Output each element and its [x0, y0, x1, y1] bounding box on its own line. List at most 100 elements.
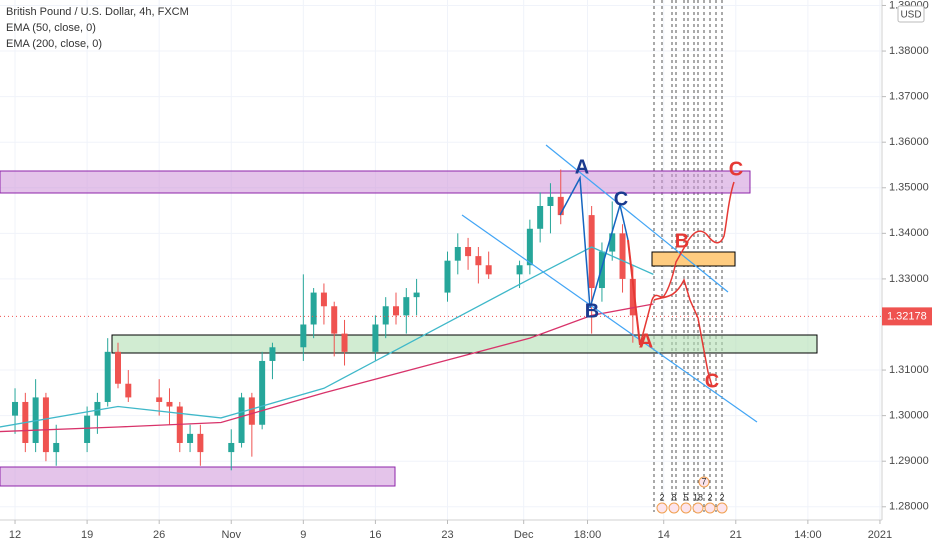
last-price-tag [882, 307, 932, 326]
x-tick-label: 14:00 [794, 529, 822, 541]
candle-body [300, 324, 307, 348]
wave-label: B [585, 300, 599, 322]
event-icon [698, 476, 710, 488]
candle-body [547, 196, 554, 206]
candle-body [629, 278, 636, 316]
candle-body [94, 401, 101, 416]
lower-zone [0, 466, 396, 487]
wave-label: C [729, 158, 743, 180]
wave-line [627, 239, 641, 346]
projection-path [639, 181, 735, 346]
x-tick-label: 19 [81, 529, 93, 541]
wave-label: B [675, 230, 689, 252]
wave-label: C [614, 188, 628, 210]
candle-body [166, 401, 173, 407]
candle-body [516, 265, 523, 275]
trend-line [545, 144, 729, 293]
y-tick-label: 1.34000 [889, 227, 929, 239]
y-tick-label: 1.33000 [889, 273, 929, 285]
x-tick-label: 14 [658, 529, 670, 541]
wave-label: C [705, 370, 719, 392]
candle-body [526, 228, 533, 266]
candle-body [465, 247, 472, 257]
y-tick-label: 1.38000 [889, 45, 929, 57]
candle-body [125, 383, 132, 398]
event-count: 8 [671, 492, 676, 502]
y-tick-label: 1.37000 [889, 91, 929, 103]
event-icon [668, 502, 680, 514]
candle-body [341, 333, 348, 352]
candle-body [372, 324, 379, 352]
candle-body [228, 442, 235, 453]
event-count: 18 [693, 492, 703, 502]
y-tick-label: 1.35000 [889, 182, 929, 194]
candle-body [156, 397, 163, 402]
candle-body [382, 306, 389, 325]
candle-body [403, 297, 410, 316]
event-count: 2 [719, 492, 724, 502]
event-icon [692, 502, 704, 514]
x-tick-label: Dec [514, 529, 534, 541]
drawings [461, 144, 758, 423]
trend-line [461, 214, 758, 423]
event-icon [656, 502, 668, 514]
candle-body [444, 260, 451, 293]
zones [0, 170, 818, 487]
event-count: 2 [707, 492, 712, 502]
candle-body [413, 292, 420, 298]
x-tick-label: 21 [730, 529, 742, 541]
last-price-label: 1.32178 [887, 310, 927, 322]
candle-body [42, 397, 49, 453]
y-tick-label: 1.31000 [889, 364, 929, 376]
candle-body [187, 433, 194, 443]
ema-line [0, 303, 654, 433]
candle-body [197, 433, 204, 453]
wave-label: A [575, 156, 589, 178]
events: 2 8 5 18 2 27 [656, 476, 728, 514]
candle-body [320, 292, 327, 307]
x-tick-label: 16 [369, 529, 381, 541]
plot [0, 169, 882, 471]
resistance-zone [0, 170, 751, 194]
candle-body [12, 401, 19, 416]
candle-body [454, 247, 461, 261]
y-tick-label: 1.30000 [889, 410, 929, 422]
candle-body [53, 442, 60, 453]
candle-body [331, 306, 338, 334]
wave-labels: A B C A B C C [575, 156, 743, 392]
candle-body [84, 415, 91, 443]
currency-box[interactable] [897, 5, 925, 23]
candle-body [485, 265, 492, 275]
projection-path [653, 277, 713, 387]
indicator-label: EMA (50, close, 0) [6, 22, 96, 34]
wave-line [559, 175, 629, 309]
axes: 1.28000 1.29000 1.30000 1.31000 1.33000 1.340… [9, 0, 932, 541]
x-tick-label: 12 [9, 529, 21, 541]
candle-body [537, 205, 544, 229]
currency[interactable]: USD [900, 10, 921, 21]
y-tick-label: 1.36000 [889, 136, 929, 148]
event-icon [680, 502, 692, 514]
x-tick-label: 26 [153, 529, 165, 541]
event-count: 7 [701, 476, 706, 486]
x-tick-label: 2021 [868, 529, 892, 541]
candle-body [609, 233, 616, 252]
wave-label: A [639, 330, 653, 352]
support-zone [111, 334, 818, 354]
y-tick-label: 1.28000 [889, 501, 929, 513]
event-icon [704, 502, 716, 514]
candle-body [269, 347, 276, 361]
candle-body [588, 215, 595, 289]
candle-body [619, 233, 626, 279]
event-count: 5 [683, 492, 688, 502]
candle-body [393, 306, 400, 316]
event-icon [716, 502, 728, 514]
candle-body [248, 397, 255, 425]
time-axis-bg [0, 520, 932, 550]
ema-line [0, 246, 654, 428]
candle-body [598, 251, 605, 289]
y-tick-label: 1.29000 [889, 455, 929, 467]
x-tick-label: Nov [221, 529, 241, 541]
